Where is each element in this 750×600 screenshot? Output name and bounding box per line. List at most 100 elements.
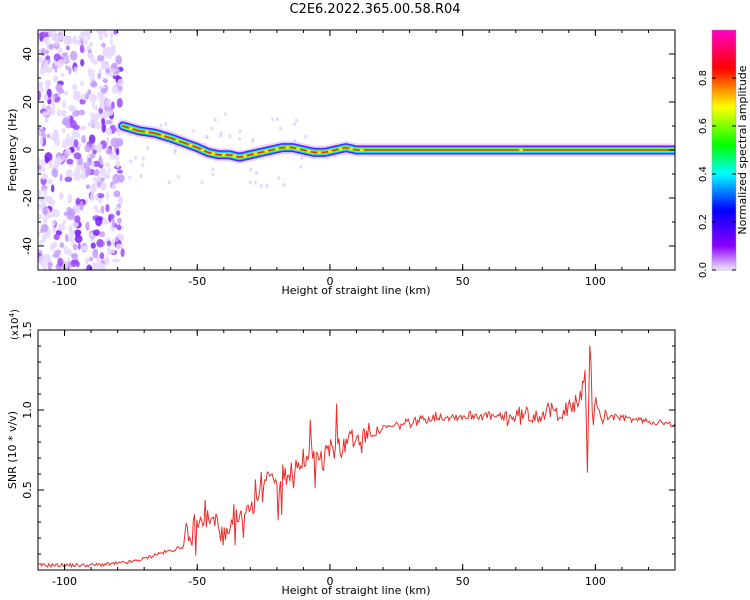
noise-blob [115, 155, 119, 161]
noise-blob [64, 176, 73, 182]
noise-blob [105, 127, 112, 136]
spectrogram-xtick-label: 0 [326, 275, 333, 288]
noise-blob [300, 156, 304, 161]
noise-blob [211, 172, 215, 177]
noise-blob [74, 234, 83, 244]
noise-blob [113, 190, 121, 198]
noise-blob [265, 183, 269, 188]
noise-blob [43, 37, 50, 45]
noise-blob [238, 137, 242, 142]
ridge-peak [338, 147, 343, 151]
ridge-peak [285, 146, 290, 150]
noise-blob [94, 104, 98, 111]
noise-blob [68, 106, 77, 112]
noise-blob [116, 98, 123, 108]
noise-blob [97, 216, 104, 221]
noise-blob [112, 62, 117, 70]
noise-blob [248, 180, 252, 185]
noise-blob [98, 262, 105, 270]
noise-blob [93, 169, 100, 176]
spectrogram-ylabel: Frequency (Hz) [6, 109, 19, 192]
noise-blob [39, 67, 47, 74]
colorbar-tick-label: 0.4 [698, 166, 709, 182]
noise-blob [192, 128, 196, 133]
noise-blob [45, 49, 49, 55]
noise-blob [47, 133, 51, 139]
noise-blob [293, 122, 297, 127]
noise-blob [90, 242, 96, 249]
snr-xlabel: Height of straight line (km) [281, 584, 430, 597]
noise-blob [200, 180, 204, 185]
ridge-peak [188, 143, 193, 147]
noise-blob [38, 129, 42, 138]
noise-blob [54, 249, 62, 256]
noise-blob [276, 117, 279, 121]
noise-blob [108, 213, 115, 220]
noise-blob [75, 197, 81, 206]
spectrogram-plot: -100 -50 0 50 100 -40 -20 0 20 40 Height of strai… [6, 29, 676, 297]
noise-blob [97, 91, 102, 100]
noise-blob [91, 161, 95, 170]
noise-blob [51, 209, 60, 218]
noise-blob [167, 180, 171, 185]
noise-blob [115, 160, 120, 168]
noise-blob [51, 33, 56, 41]
noise-blob [61, 52, 68, 57]
noise-blob [39, 239, 43, 246]
noise-blob [116, 210, 121, 216]
noise-region [38, 30, 308, 270]
noise-blob [58, 192, 64, 201]
ridge-peak [317, 151, 322, 154]
noise-blob [299, 165, 303, 169]
noise-blob [38, 164, 42, 170]
noise-blob [80, 59, 85, 67]
noise-blob [79, 98, 86, 105]
spectrogram-ytick-label: 0 [21, 147, 34, 154]
noise-blob [119, 243, 123, 248]
ridge-peak [359, 148, 364, 152]
colorbar-label: Normalized spectral amplitude [736, 65, 749, 234]
noise-blob [111, 217, 115, 228]
noise-blob [89, 112, 94, 118]
ridge-peak [243, 154, 247, 158]
noise-blob [94, 248, 98, 254]
noise-blob [99, 252, 105, 260]
snr-ytick-label: 1.5 [21, 321, 34, 339]
noise-blob [73, 139, 79, 148]
noise-blob [159, 123, 163, 128]
noise-blob [66, 158, 74, 165]
noise-blob [249, 167, 253, 172]
spectrogram-ytick-label: -20 [21, 189, 34, 207]
noise-blob [39, 31, 47, 39]
noise-blob [129, 159, 133, 164]
noise-blob [48, 30, 53, 38]
noise-blob [64, 233, 69, 242]
noise-blob [60, 72, 65, 78]
noise-blob [42, 188, 48, 195]
noise-blob [105, 203, 110, 213]
noise-blob [52, 241, 58, 248]
noise-blob [95, 193, 99, 201]
noise-blob [107, 167, 111, 174]
noise-blob [118, 90, 122, 96]
noise-blob [100, 88, 108, 94]
noise-blob [62, 219, 67, 225]
noise-blob [57, 47, 63, 54]
noise-blob [64, 138, 69, 145]
snr-xtick-label: 0 [326, 575, 333, 588]
chart-title: C2E6.2022.365.00.58.R04 [289, 2, 461, 17]
noise-blob [57, 108, 61, 118]
noise-blob [224, 112, 228, 117]
snr-scale-label: (x104) [8, 309, 21, 340]
noise-blob [117, 78, 124, 87]
noise-blob [72, 124, 80, 131]
noise-blob [173, 148, 177, 153]
noise-blob [40, 224, 49, 232]
noise-blob [41, 158, 45, 168]
noise-blob [99, 99, 105, 110]
snr-plot: -100 -50 0 50 100 0.5 1.0 1.5 Height of straigh… [6, 309, 676, 597]
noise-blob [105, 47, 112, 52]
noise-blob [68, 66, 72, 75]
noise-blob [38, 56, 45, 63]
noise-blob [113, 30, 118, 35]
